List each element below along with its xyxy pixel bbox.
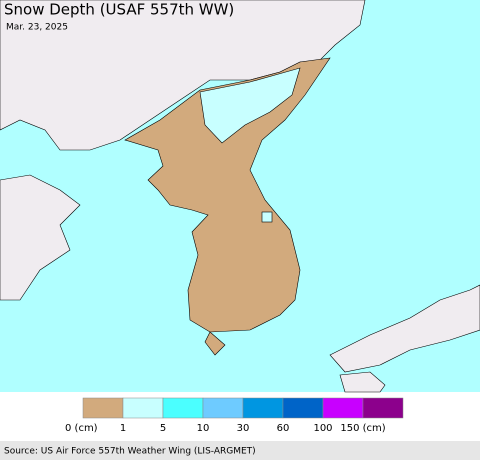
land-japan — [329, 284, 480, 373]
legend-label: 30 — [237, 423, 250, 434]
legend-label: 5 — [160, 423, 166, 434]
jeju-area — [204, 331, 226, 356]
land-west — [0, 174, 81, 301]
snow-area — [199, 67, 301, 144]
legend-swatch — [122, 397, 164, 419]
legend-swatch — [362, 397, 404, 419]
legend-swatch — [202, 397, 244, 419]
legend: 0 (cm) 1 5 10 30 60 100 150 (cm) — [65, 397, 404, 434]
legend-swatch — [242, 397, 284, 419]
title: Snow Depth (USAF 557th WW) — [4, 1, 234, 19]
snow-area — [261, 211, 273, 223]
footer-bar — [0, 441, 480, 460]
land-kyushu — [339, 371, 386, 393]
legend-swatch — [322, 397, 364, 419]
legend-label: 10 — [197, 423, 210, 434]
source: Source: US Air Force 557th Weather Wing … — [4, 447, 256, 457]
korea — [124, 57, 331, 333]
legend-label: 1 — [120, 423, 126, 434]
legend-swatch — [282, 397, 324, 419]
legend-label: 100 — [313, 423, 332, 434]
legend-swatch — [162, 397, 204, 419]
legend-label: 0 (cm) — [65, 423, 98, 434]
legend-label: 150 (cm) — [340, 423, 385, 434]
legend-swatch — [82, 397, 124, 419]
date: Mar. 23, 2025 — [6, 23, 68, 33]
land-north — [0, 0, 366, 151]
map-land — [0, 0, 480, 393]
legend-label: 60 — [277, 423, 290, 434]
